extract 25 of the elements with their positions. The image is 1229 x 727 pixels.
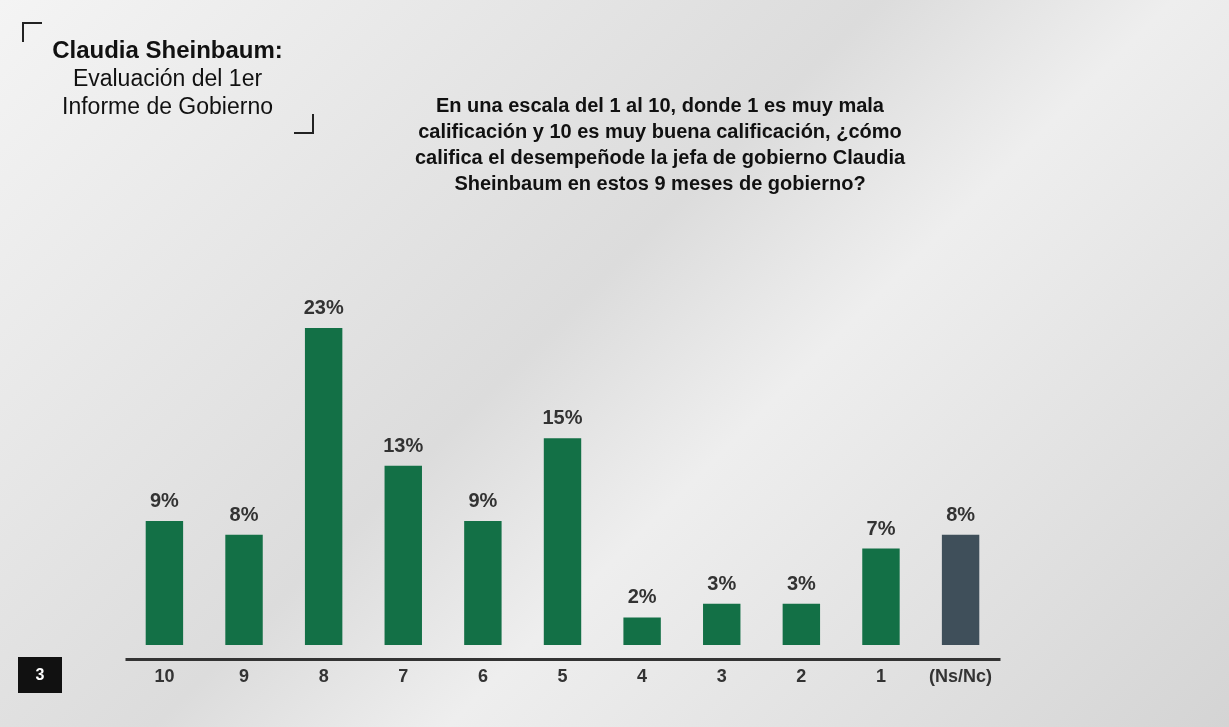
data-label: 15%	[542, 406, 583, 429]
chart-title: Claudia Sheinbaum:	[52, 36, 283, 63]
data-label: 23%	[303, 296, 344, 318]
text: En una escala del 1 al 10, donde 1 es muy mala calificación y 10 es muy buena calificación, ¿cómo califica el desempeñode la jefa de gobierno Claudia Sheinbaum en estos 9 meses de gobierno?	[413, 93, 907, 196]
x-tick-label: 8	[318, 665, 329, 686]
chart-subtitle: Evaluación del 1er Informe de Gobierno	[61, 64, 274, 120]
x-tick-label: 6	[477, 665, 488, 686]
x-tick-label: 10	[154, 665, 175, 686]
data-label: 3%	[786, 571, 817, 594]
data-label: 13%	[383, 433, 424, 456]
data-label: 7%	[866, 516, 896, 539]
data-label: 8%	[946, 502, 976, 525]
x-tick-label: 4	[637, 665, 648, 686]
x-tick-label: (Ns/Nc)	[929, 665, 993, 686]
x-tick-label: 3	[716, 665, 727, 686]
x-tick-label: 7	[398, 665, 409, 686]
data-label: 8%	[229, 502, 259, 525]
x-tick-label: 2	[796, 665, 807, 686]
x-tick-label: 5	[557, 665, 568, 686]
data-label: 2%	[627, 585, 657, 608]
x-tick-label: 9	[239, 665, 250, 686]
data-label: 3%	[707, 571, 737, 594]
data-label: 9%	[149, 488, 180, 511]
x-tick-label: 1	[875, 665, 886, 686]
data-label: 9%	[468, 488, 498, 511]
